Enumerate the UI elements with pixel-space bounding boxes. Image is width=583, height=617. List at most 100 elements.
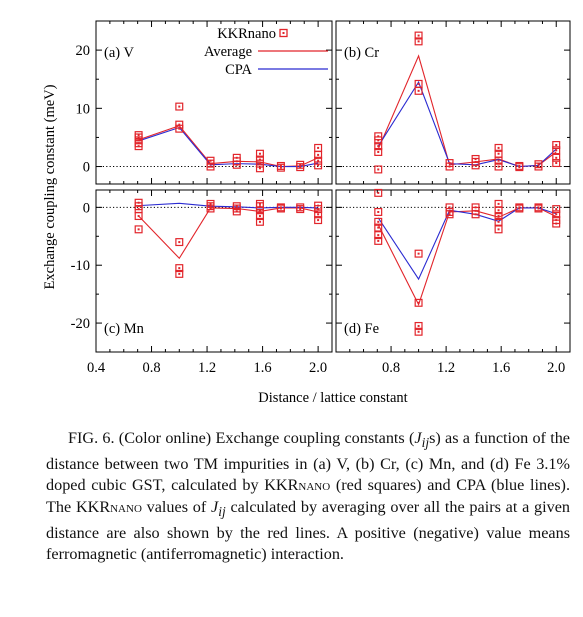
- kkrnano-point: [175, 264, 184, 273]
- kkrnano-point-center: [497, 159, 500, 162]
- x-tick-label: 1.6: [492, 360, 510, 376]
- kkrnano-point: [206, 199, 215, 208]
- kkrnano-point: [255, 155, 264, 164]
- kkrnano-point-center: [137, 134, 140, 137]
- x-tick-label: 1.2: [198, 360, 216, 376]
- kkrnano-point: [552, 153, 561, 162]
- kkrnano-point-center: [258, 158, 261, 161]
- kkrnano-point: [552, 210, 561, 219]
- kkrnano-point-center: [417, 34, 420, 37]
- x-tick-labels: 0.4 0.8 1.2 1.6 2.0 0.8 1.2 1.6 2.0: [87, 360, 565, 376]
- kkrnano-point-center: [417, 301, 420, 304]
- kkrnano-point: [134, 198, 143, 207]
- kkrnano-point-center: [178, 267, 181, 270]
- kkrnano-point-center: [417, 40, 420, 43]
- kkrnano-point: [255, 217, 264, 226]
- kkrnano-point: [445, 210, 454, 219]
- kkrnano-point-center: [497, 202, 500, 205]
- kkrnano-point-center: [474, 157, 477, 160]
- kkrnano-point: [494, 162, 503, 171]
- legend-cpa-label: CPA: [225, 62, 252, 78]
- kkrnano-point-center: [299, 206, 302, 209]
- average-line: [377, 207, 557, 306]
- kkrnano-point-center: [555, 149, 558, 152]
- kkrnano-point-center: [279, 207, 282, 210]
- kkrnano-point: [374, 236, 383, 245]
- kkrnano-point: [494, 212, 503, 221]
- figure-caption: FIG. 6. (Color online) Exchange coupling…: [46, 428, 570, 566]
- caption-j2-symbol: J: [211, 498, 219, 517]
- caption-j-symbol: J: [414, 429, 422, 447]
- kkrnano-point: [175, 238, 184, 247]
- y-tick-label: -20: [71, 316, 90, 332]
- kkrnano-point-center: [317, 159, 320, 162]
- kkrnano-point: [494, 225, 503, 234]
- kkrnano-point: [134, 225, 143, 234]
- kkrnano-point-center: [178, 127, 181, 130]
- kkrnano-point: [414, 79, 423, 88]
- kkrnano-point-center: [497, 165, 500, 168]
- kkrnano-point-center: [137, 215, 140, 218]
- kkrnano-point: [232, 207, 241, 216]
- kkrnano-point-center: [497, 215, 500, 218]
- panel-d: (d) Fe: [335, 188, 571, 353]
- kkrnano-point: [494, 143, 503, 152]
- kkrnano-point-center: [377, 191, 380, 194]
- kkrnano-point-center: [518, 207, 521, 210]
- kkrnano-point-center: [258, 152, 261, 155]
- kkrnano-point: [232, 153, 241, 162]
- kkrnano-point-center: [555, 208, 558, 211]
- kkrnano-point: [374, 217, 383, 226]
- panel-label: (a) V: [104, 45, 134, 61]
- kkrnano-point-center: [258, 220, 261, 223]
- panel-label: (c) Mn: [104, 321, 145, 337]
- legend-kkrnano-marker: [279, 28, 288, 38]
- kkrnano-point: [314, 201, 323, 210]
- kkrnano-point-center: [279, 166, 282, 169]
- kkrnano-point-center: [518, 166, 521, 169]
- kkrnano-point-center: [417, 330, 420, 333]
- x-tick-label: 0.4: [87, 360, 106, 376]
- legend-average-label: Average: [204, 44, 252, 60]
- y-tick-label: 10: [76, 101, 91, 117]
- kkrnano-point: [314, 161, 323, 170]
- kkrnano-point: [445, 159, 454, 168]
- kkrnano-point-center: [377, 168, 380, 171]
- kkrnano-point-center: [299, 208, 302, 211]
- kkrnano-point: [134, 131, 143, 140]
- kkrnano-point: [552, 146, 561, 155]
- cpa-line: [377, 207, 557, 281]
- average-line: [377, 54, 557, 168]
- kkrnano-point: [534, 160, 543, 169]
- caption-text-5: calculated by averaging over all the pai…: [46, 498, 571, 564]
- caption-j2-subscript: ij: [218, 504, 226, 520]
- kkrnano-point: [494, 149, 503, 158]
- kkrnano-point-center: [417, 324, 420, 327]
- kkrnano-point: [515, 204, 524, 213]
- legend: KKRnano Average CPA: [204, 26, 328, 78]
- panel-c: -20 -10 0 (c) Mn: [71, 189, 333, 353]
- kkrnano-point-center: [377, 239, 380, 242]
- kkrnano-point-center: [137, 228, 140, 231]
- x-tick-label: 2.0: [547, 360, 565, 376]
- caption-text-3: (red squares) and CPA (blue lines). The: [46, 476, 570, 517]
- cpa-line: [377, 80, 557, 168]
- kkrnano-point: [471, 154, 480, 163]
- kkrnano-point: [494, 217, 503, 226]
- kkrnano-point-center: [518, 164, 521, 167]
- kkrnano-point-center: [497, 220, 500, 223]
- panel-b: (b) Cr: [335, 20, 571, 185]
- kkrnano-point-center: [317, 213, 320, 216]
- kkrnano-point-center: [279, 206, 282, 209]
- kkrnano-point-center: [299, 163, 302, 166]
- y-tick-label: -10: [71, 258, 90, 274]
- x-tick-label: 1.6: [254, 360, 272, 376]
- kkrnano-point-center: [417, 82, 420, 85]
- kkrnano-point-center: [317, 153, 320, 156]
- kkrnano-point: [314, 143, 323, 152]
- kkrnano-point: [314, 156, 323, 165]
- kkrnano-point-center: [555, 162, 558, 165]
- kkrnano-point-center: [555, 213, 558, 216]
- kkrnano-point-center: [235, 210, 238, 213]
- kkrnano-point: [255, 199, 264, 208]
